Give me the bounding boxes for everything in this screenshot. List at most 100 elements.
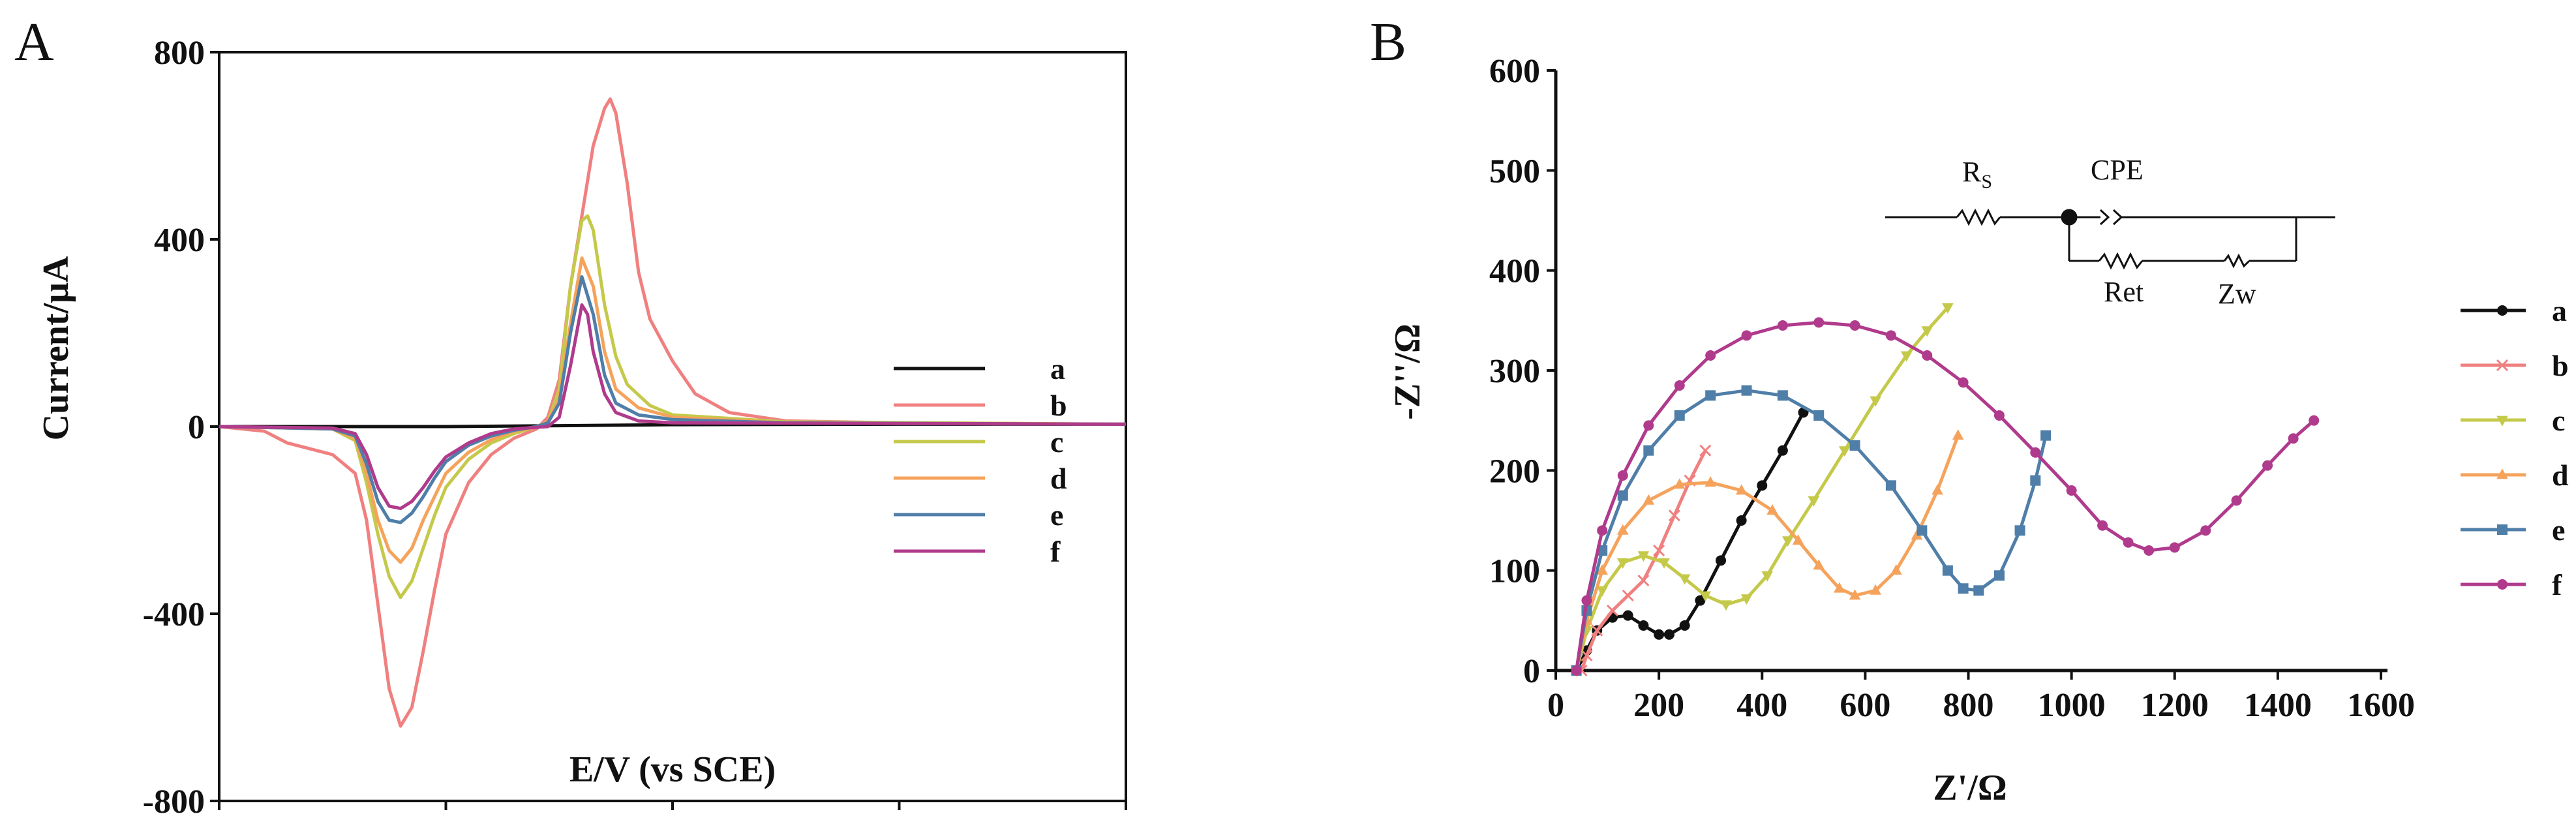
- panel-a-series-b: [219, 97, 1127, 728]
- panel-b-series: [1570, 303, 2320, 677]
- panel-b-series-b: [1575, 444, 1712, 677]
- panel-b-series-d: [1570, 429, 1964, 675]
- panel-b-point-e: [1942, 565, 1953, 576]
- panel-b-line-b: [1580, 449, 1707, 671]
- panel-b-point-d: [1813, 559, 1825, 570]
- panel-b-y-tick-label: 500: [1489, 153, 1540, 190]
- panel-b-point-f: [2123, 537, 2134, 548]
- panel-b-point-a: [1757, 480, 1768, 491]
- panel-b-point-a: [1622, 610, 1633, 621]
- equivalent-circuit-inset: [1885, 208, 2335, 270]
- panel-b-legend-label-a: a: [2552, 294, 2567, 327]
- panel-b-point-c: [1781, 536, 1794, 547]
- cpe-symbol-right: [2112, 209, 2123, 226]
- panel-b-point-f: [2144, 545, 2155, 556]
- panel-b-point-e: [1917, 525, 1928, 536]
- panel-b-point-e: [1973, 585, 1984, 596]
- panel-b-point-e: [1741, 385, 1752, 396]
- panel-b-point-f: [1571, 665, 1582, 676]
- panel-b-point-a: [1716, 555, 1726, 566]
- panel-b-point-c: [1740, 594, 1753, 605]
- panel-b-point-d: [1735, 484, 1748, 495]
- panel-label-b: B: [1370, 12, 1406, 72]
- panel-b-point-b: [1637, 574, 1650, 587]
- panel-b-point-f: [1643, 420, 1654, 431]
- panel-a-y-axis-title: Current/μA: [36, 256, 76, 440]
- panel-b-point-a: [1777, 445, 1788, 456]
- panel-b-point-f: [1741, 330, 1752, 341]
- panel-b-point-c: [1838, 446, 1851, 457]
- panel-b-point-b: [1581, 649, 1593, 662]
- ret-label: Ret: [2104, 276, 2144, 308]
- panel-label-a: A: [14, 12, 54, 72]
- panel-b-point-c: [1900, 351, 1913, 362]
- panel-a-series-c: [219, 214, 1127, 599]
- panel-b-line-c: [1575, 306, 1949, 671]
- panel-b-point-c: [1637, 551, 1650, 562]
- panel-b-x-tick-label: 1600: [2347, 687, 2415, 724]
- panel-b-legend-label-d: d: [2552, 459, 2569, 492]
- panel-b-point-b: [1622, 589, 1634, 602]
- panel-b-point-c: [1678, 574, 1691, 585]
- panel-b-point-c: [1942, 303, 1954, 314]
- panel-b-point-f: [1581, 595, 1592, 606]
- panel-b-point-e: [1643, 445, 1654, 456]
- panel-b-point-d: [1834, 582, 1845, 593]
- panel-b-point-d: [1643, 494, 1655, 505]
- panel-b-point-e: [1958, 583, 1969, 594]
- panel-b-point-e: [1617, 490, 1628, 501]
- panel-a-series-f: [219, 303, 1127, 511]
- panel-a-legend-label-f: f: [1050, 535, 1061, 568]
- panel-b-point-e: [1849, 440, 1860, 451]
- panel-b-y-tick-label: 200: [1489, 453, 1540, 490]
- panel-b-x-tick-label: 800: [1943, 687, 1994, 724]
- panel-b-legend-label-b: b: [2552, 349, 2569, 382]
- panel-b-legend-marker-a: [2497, 305, 2508, 316]
- panel-b-x-tick-label: 0: [1547, 687, 1564, 724]
- panel-b-point-f: [1705, 350, 1716, 361]
- panel-b-point-c: [1616, 558, 1629, 569]
- panel-b-point-f: [1674, 380, 1685, 391]
- panel-b-point-d: [1870, 584, 1881, 595]
- rs-label-sub: S: [1981, 171, 1992, 192]
- panel-a-series: [219, 97, 1127, 728]
- panel-b-point-c: [1870, 396, 1881, 407]
- panel-a-y-tick-label: 400: [154, 222, 205, 259]
- panel-b-point-e: [1777, 390, 1788, 401]
- panel-b-x-axis-title: Z'/Ω: [1933, 768, 2007, 808]
- panel-b-point-f: [2231, 495, 2242, 506]
- panel-b-point-f: [1813, 317, 1825, 328]
- rs-label-main: R: [1962, 156, 1982, 188]
- panel-b-x-tick-label: 1400: [2244, 687, 2312, 724]
- panel-b-point-d: [1766, 504, 1778, 515]
- panel-b-point-f: [1849, 320, 1860, 331]
- panel-b-point-d: [1596, 564, 1608, 575]
- rs-resistor: [1956, 208, 2001, 226]
- panel-b-y-tick-label: 100: [1489, 553, 1540, 590]
- panel-b-legend-marker-c: [2496, 415, 2508, 427]
- panel-a-y-tick-label: -800: [143, 783, 205, 814]
- panel-b-y-tick-label: 600: [1489, 53, 1540, 90]
- panel-b-point-b: [1591, 624, 1603, 637]
- panel-b-point-e: [1705, 390, 1716, 401]
- panel-b-point-f: [1993, 410, 2005, 421]
- cpe-symbol-left: [2099, 209, 2110, 226]
- panel-b-legend-marker-f: [2497, 579, 2508, 590]
- panel-b-line-d: [1575, 434, 1960, 671]
- panel-a-y-tick-label: 800: [154, 35, 205, 72]
- panel-b-point-c: [1808, 496, 1820, 507]
- panel-b-point-c: [1761, 571, 1773, 582]
- panel-b-legend-marker-e: [2497, 524, 2508, 535]
- panel-b-point-e: [1885, 480, 1896, 491]
- panel-b-point-c: [1921, 326, 1933, 337]
- panel-b-line-f: [1575, 320, 2315, 671]
- panel-b-line-a: [1575, 412, 1805, 672]
- panel-a-legend-label-b: b: [1050, 389, 1067, 422]
- panel-b-point-f: [2309, 415, 2320, 426]
- panel-b-y-axis-title: -Z''/Ω: [1387, 324, 1428, 420]
- panel-a-series-e: [219, 275, 1127, 524]
